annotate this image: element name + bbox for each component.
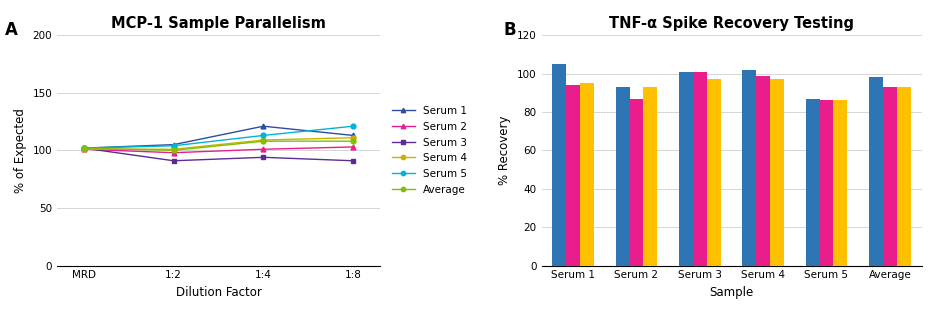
Average bbox=[78, 146, 89, 150]
Serum 5 bbox=[168, 144, 180, 148]
Bar bbox=[833, 100, 847, 266]
Line: Serum 2: Serum 2 bbox=[82, 145, 355, 155]
Line: Average: Average bbox=[82, 139, 355, 153]
Serum 5 bbox=[348, 124, 359, 128]
Bar bbox=[897, 87, 911, 266]
Legend: Serum 1, Serum 2, Serum 3, Serum 4, Serum 5, Average: Serum 1, Serum 2, Serum 3, Serum 4, Seru… bbox=[391, 106, 466, 195]
Bar bbox=[883, 87, 897, 266]
Title: TNF-α Spike Recovery Testing: TNF-α Spike Recovery Testing bbox=[609, 16, 854, 31]
Serum 2 bbox=[257, 147, 269, 151]
Bar bbox=[806, 99, 820, 266]
X-axis label: Dilution Factor: Dilution Factor bbox=[176, 286, 261, 299]
Serum 1 bbox=[78, 146, 89, 150]
X-axis label: Sample: Sample bbox=[710, 286, 753, 299]
Bar bbox=[616, 87, 630, 266]
Bar bbox=[770, 79, 784, 266]
Bar bbox=[756, 76, 770, 266]
Bar bbox=[552, 64, 566, 266]
Serum 2 bbox=[78, 147, 89, 151]
Bar bbox=[869, 77, 883, 266]
Serum 3 bbox=[78, 146, 89, 150]
Text: B: B bbox=[504, 21, 516, 39]
Bar bbox=[630, 99, 643, 266]
Serum 4 bbox=[348, 136, 359, 140]
Line: Serum 4: Serum 4 bbox=[82, 135, 355, 152]
Bar bbox=[580, 83, 594, 266]
Bar bbox=[643, 87, 657, 266]
Serum 5 bbox=[78, 146, 89, 150]
Bar bbox=[566, 85, 580, 266]
Line: Serum 5: Serum 5 bbox=[82, 124, 355, 150]
Legend: Low (4.9 pg/mL), Mid (14.8 pg/mL), High (44.4 pg/mL): Low (4.9 pg/mL), Mid (14.8 pg/mL), High … bbox=[560, 317, 902, 320]
Y-axis label: % Recovery: % Recovery bbox=[499, 116, 511, 185]
Bar bbox=[820, 100, 833, 266]
Bar bbox=[693, 72, 707, 266]
Title: MCP-1 Sample Parallelism: MCP-1 Sample Parallelism bbox=[111, 16, 326, 31]
Text: A: A bbox=[6, 21, 18, 39]
Serum 3 bbox=[348, 159, 359, 163]
Average bbox=[168, 148, 180, 152]
Serum 4 bbox=[78, 147, 89, 151]
Serum 3 bbox=[257, 156, 269, 159]
Serum 1 bbox=[348, 133, 359, 137]
Bar bbox=[742, 70, 756, 266]
Serum 5 bbox=[257, 133, 269, 137]
Serum 1 bbox=[168, 143, 180, 147]
Average bbox=[257, 139, 269, 143]
Serum 4 bbox=[257, 138, 269, 142]
Serum 4 bbox=[168, 147, 180, 151]
Line: Serum 1: Serum 1 bbox=[82, 124, 355, 150]
Average bbox=[348, 139, 359, 143]
Serum 2 bbox=[348, 145, 359, 149]
Line: Serum 3: Serum 3 bbox=[82, 146, 355, 163]
Bar bbox=[679, 72, 693, 266]
Bar bbox=[707, 79, 721, 266]
Y-axis label: % of Expected: % of Expected bbox=[14, 108, 27, 193]
Serum 2 bbox=[168, 151, 180, 155]
Serum 3 bbox=[168, 159, 180, 163]
Serum 1 bbox=[257, 124, 269, 128]
